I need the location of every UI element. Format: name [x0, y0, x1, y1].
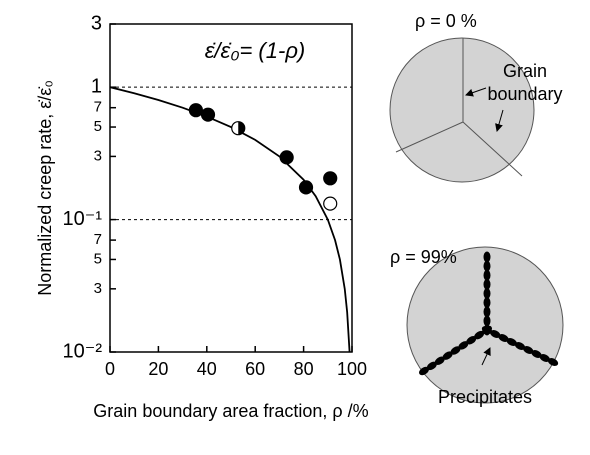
precipitate [474, 330, 485, 340]
precipitate [426, 361, 437, 371]
precipitate [483, 269, 491, 281]
plot-area [110, 86, 351, 352]
precipitate [523, 346, 534, 354]
diagram-label: ρ = 0 % [415, 11, 477, 31]
precipitate [490, 330, 501, 338]
x-tick-label: 20 [148, 359, 168, 379]
x-axis-label: Grain boundary area fraction, ρ /% [93, 401, 368, 421]
arrow [481, 347, 491, 366]
precipitate [458, 341, 469, 350]
diagram-note: boundary [487, 84, 562, 104]
grain-boundary-lines [395, 38, 523, 177]
equation: ε̇/ε̇₀= (1-ρ) [205, 38, 306, 63]
curve [110, 86, 351, 352]
y-tick-label: 3 [94, 147, 102, 164]
precipitate [483, 297, 491, 309]
precipitate [483, 260, 491, 272]
data-point [298, 180, 314, 195]
precipitate [466, 336, 477, 345]
y-tick-label: 5 [94, 250, 102, 267]
precipitate [483, 288, 491, 299]
x-tick-label: 40 [197, 359, 217, 379]
diagram-note: Grain [503, 61, 547, 81]
y-axis-label: Normalized creep rate, ε̇/ε̇₀ [35, 80, 55, 296]
precipitate [498, 334, 509, 342]
precipitate-chains [419, 251, 559, 376]
precipitate [483, 278, 491, 290]
precipitate [483, 306, 491, 318]
precipitate [483, 251, 491, 263]
precipitate [531, 350, 542, 358]
y-tick-label: 1 [91, 75, 102, 97]
data-point [279, 150, 294, 165]
data-point [200, 107, 216, 122]
precipitate [434, 356, 445, 365]
y-tick-label: 3 [91, 12, 102, 34]
diagram-label: ρ = 99% [390, 247, 457, 267]
x-tick-label: 60 [245, 359, 265, 379]
precipitate [450, 346, 461, 355]
precipitate [419, 366, 429, 376]
data-point [323, 171, 338, 186]
data-point [188, 103, 204, 118]
data-point [323, 196, 338, 211]
arrow [465, 87, 487, 97]
y-tick-label: 7 [94, 99, 102, 116]
grain-circle [389, 37, 535, 183]
point-half [238, 121, 245, 135]
diagram-note: Precipitates [438, 387, 532, 407]
y-tick-label: 7 [94, 231, 102, 248]
x-tick-label: 80 [294, 359, 314, 379]
y-tick-label: 3 [94, 280, 102, 297]
arrow [495, 109, 504, 132]
y-tick-label: 10⁻² [63, 340, 103, 362]
precipitate [483, 315, 491, 327]
precipitate [547, 358, 559, 366]
y-tick-label: 5 [94, 118, 102, 135]
y-tick-label: 10⁻¹ [63, 208, 103, 230]
x-tick-label: 0 [105, 359, 115, 379]
data-point [231, 121, 246, 136]
plot-frame [109, 23, 353, 353]
precipitate [506, 338, 517, 346]
precipitate [539, 354, 550, 362]
x-tick-label: 100 [337, 359, 367, 379]
precipitate [442, 351, 453, 360]
precipitate [514, 342, 526, 350]
precipitate [481, 326, 493, 334]
